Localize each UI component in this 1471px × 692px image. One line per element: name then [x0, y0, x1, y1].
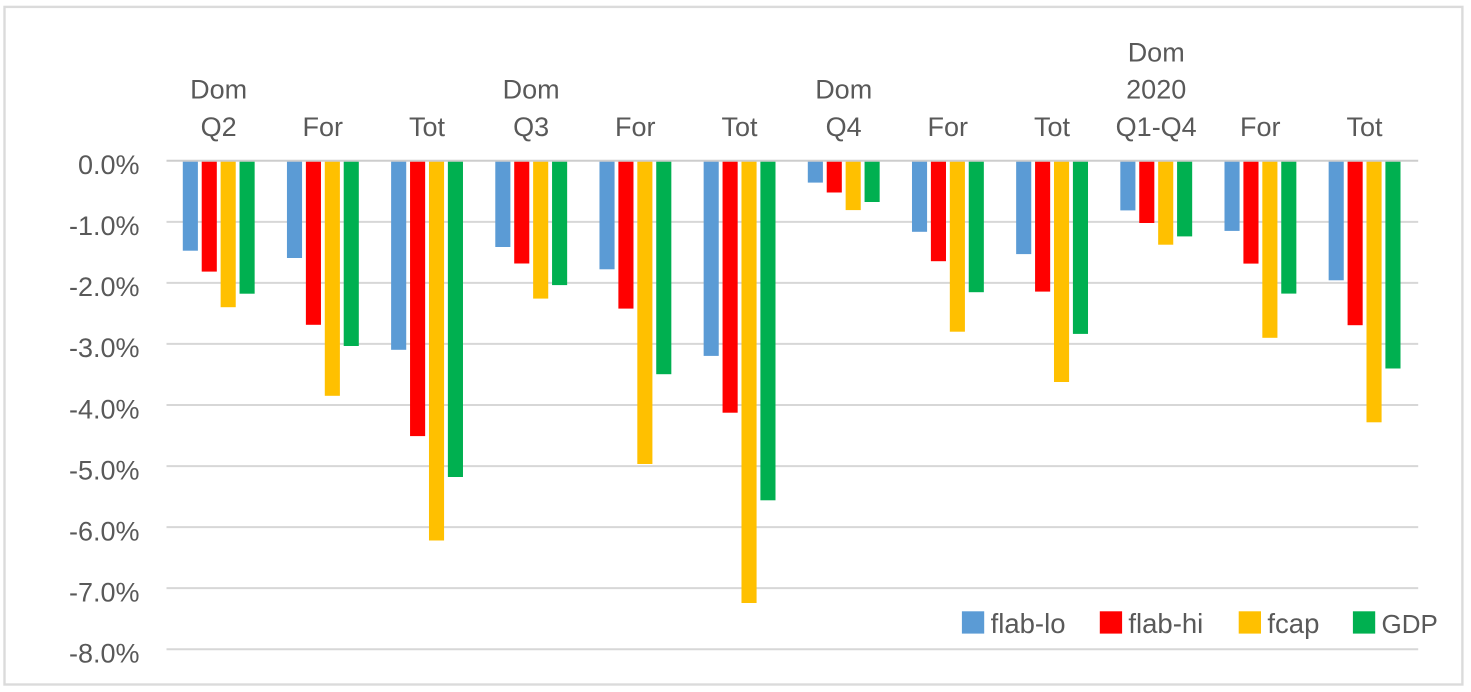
svg-text:GDP: GDP: [1382, 609, 1438, 639]
svg-text:Tot: Tot: [409, 112, 446, 142]
svg-text:Dom: Dom: [503, 75, 560, 105]
svg-text:flab-hi: flab-hi: [1128, 608, 1203, 639]
svg-text:fcap: fcap: [1267, 608, 1319, 639]
svg-text:-6.0%: -6.0%: [69, 517, 140, 547]
svg-text:-7.0%: -7.0%: [69, 578, 140, 608]
svg-text:0.0%: 0.0%: [78, 150, 140, 180]
svg-text:-3.0%: -3.0%: [69, 333, 140, 363]
svg-text:For: For: [615, 112, 656, 142]
svg-text:Tot: Tot: [1346, 112, 1383, 142]
svg-text:For: For: [1240, 112, 1281, 142]
svg-text:Dom: Dom: [815, 75, 872, 105]
svg-text:For: For: [303, 112, 344, 142]
svg-text:Dom: Dom: [1128, 37, 1185, 67]
svg-text:-8.0%: -8.0%: [69, 639, 140, 669]
svg-text:Tot: Tot: [721, 112, 758, 142]
svg-text:Dom: Dom: [190, 75, 247, 105]
svg-text:-2.0%: -2.0%: [69, 272, 140, 302]
svg-text:Q2: Q2: [201, 112, 237, 142]
svg-text:-4.0%: -4.0%: [69, 394, 140, 424]
svg-text:2020: 2020: [1126, 75, 1186, 105]
svg-text:flab-lo: flab-lo: [991, 608, 1066, 639]
svg-text:-5.0%: -5.0%: [69, 455, 140, 485]
svg-text:Q4: Q4: [826, 112, 862, 142]
svg-text:For: For: [928, 112, 969, 142]
svg-text:-1.0%: -1.0%: [69, 211, 140, 241]
svg-text:Q3: Q3: [513, 112, 549, 142]
svg-text:Q1-Q4: Q1-Q4: [1116, 112, 1197, 142]
svg-text:Tot: Tot: [1034, 112, 1071, 142]
